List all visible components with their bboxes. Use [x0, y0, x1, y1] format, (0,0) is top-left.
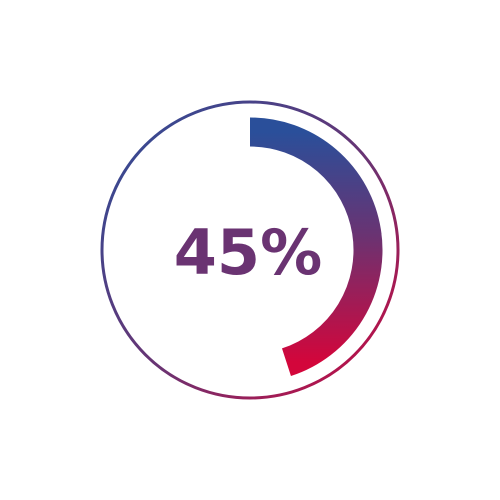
progress-arc	[249, 117, 383, 377]
percentage-label: 45%	[174, 216, 322, 289]
outer-ring	[100, 100, 400, 400]
